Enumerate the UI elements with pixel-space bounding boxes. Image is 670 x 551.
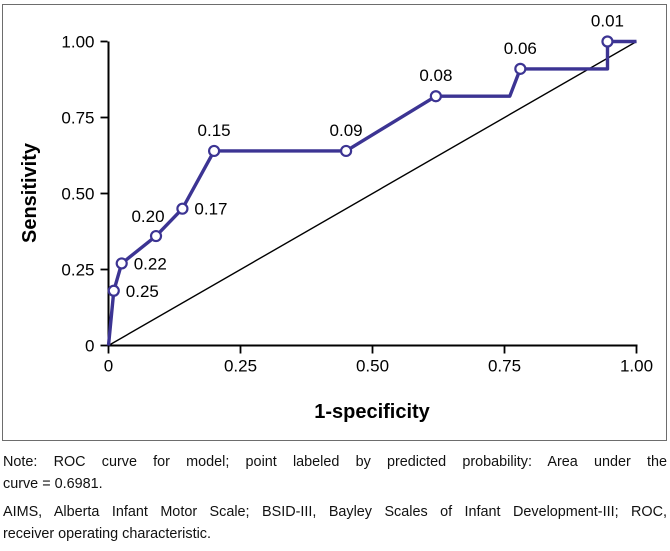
roc-point-marker (149, 229, 163, 243)
roc-point-marker (115, 257, 128, 270)
roc-point-label: 0.06 (504, 39, 537, 58)
note-line-1: Note: ROC curve for model; point labeled… (3, 454, 667, 470)
roc-chart-svg: 0 0.25 0.50 0.75 1.00 0 0.25 0.50 0.75 1.00 0.25 0.… (61, 12, 653, 376)
figure-notes: Note: ROC curve for model; point labeled… (3, 451, 667, 551)
roc-point-label: 0.20 (131, 207, 164, 226)
chart-frame: 0 0.25 0.50 0.75 1.00 0 0.25 0.50 0.75 1.00 0.25 0.… (2, 4, 667, 441)
abbreviations-paragraph: AIMS, Alberta Infant Motor Scale; BSID-I… (3, 501, 667, 545)
roc-point-marker (208, 144, 221, 158)
y-tick-label: 0.50 (61, 185, 94, 204)
note-line-2: curve = 0.6981. (3, 476, 103, 492)
note-paragraph: Note: ROC curve for model; point labeled… (3, 451, 667, 495)
roc-point-marker (601, 35, 614, 48)
roc-point-marker (429, 90, 442, 103)
roc-point-label: 0.25 (126, 282, 159, 301)
y-tick-label: 0.25 (61, 261, 94, 280)
roc-point-marker (176, 202, 189, 215)
roc-point-marker (340, 144, 353, 158)
roc-point-label: 0.09 (330, 121, 363, 140)
roc-point-label: 0.17 (194, 200, 227, 219)
diagonal-reference-line (108, 40, 637, 347)
x-tick-label: 0.75 (488, 357, 521, 376)
roc-point-label: 0.08 (419, 66, 452, 85)
abbreviations-line-2: receiver operating characteristic. (3, 526, 211, 542)
y-axis-title: Sensitivity (19, 142, 41, 244)
x-tick-label: 0 (104, 357, 113, 376)
y-tick-label: 0.75 (61, 109, 94, 128)
y-tick-label: 1.00 (61, 33, 94, 52)
x-tick-label: 0.25 (224, 357, 257, 376)
y-tick-label: 0 (85, 337, 94, 356)
roc-point-label: 0.01 (591, 12, 624, 31)
x-axis-title: 1-specificity (314, 401, 430, 423)
x-tick-label: 0.50 (356, 357, 389, 376)
roc-point-marker (107, 284, 120, 297)
x-tick-label: 1.00 (620, 357, 653, 376)
roc-point-marker (514, 62, 527, 75)
abbreviations-line-1: AIMS, Alberta Infant Motor Scale; BSID-I… (3, 504, 667, 520)
roc-point-label: 0.15 (198, 121, 231, 140)
roc-point-label: 0.22 (134, 254, 167, 273)
